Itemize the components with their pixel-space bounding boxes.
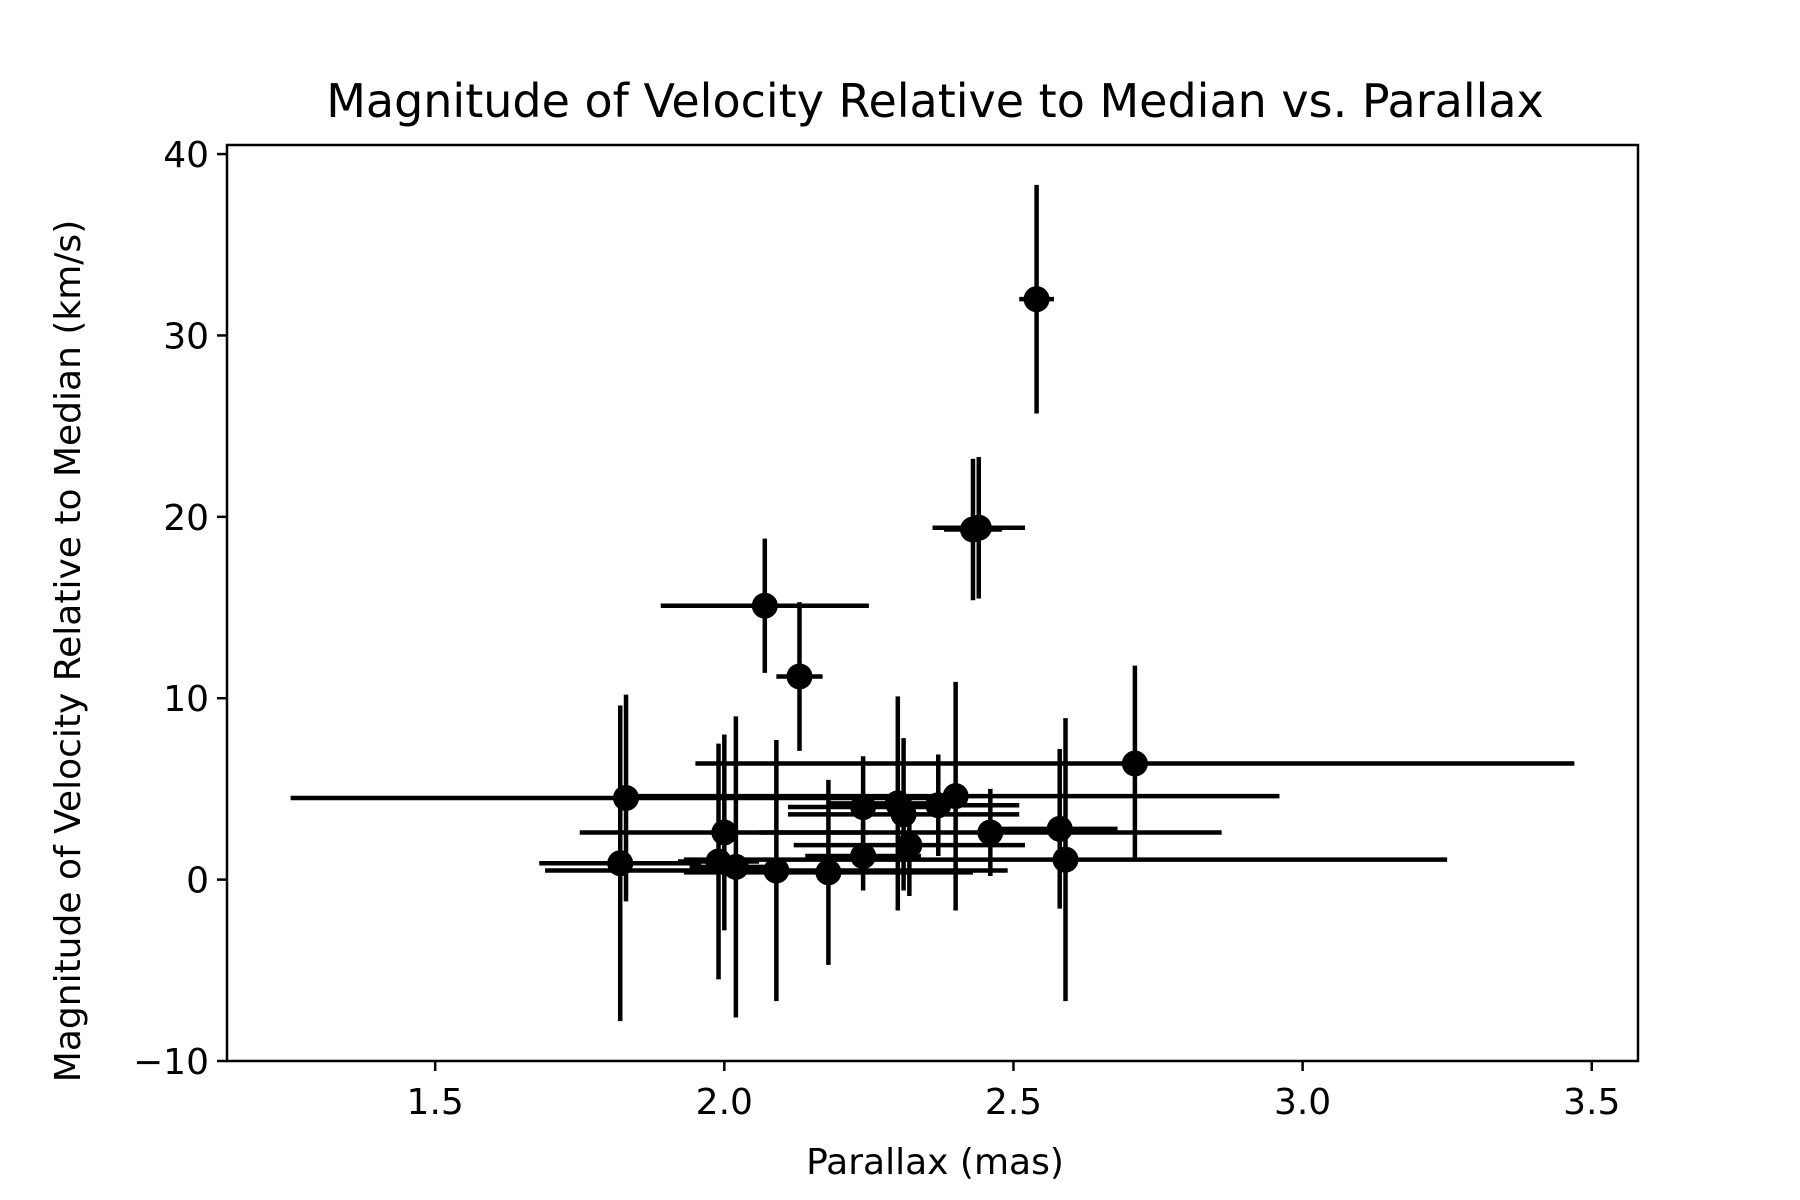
data-point	[786, 663, 813, 690]
data-point	[965, 514, 992, 541]
data-point	[890, 801, 917, 828]
x-axis-label: Parallax (mas)	[806, 1142, 1064, 1183]
data-points	[607, 286, 1148, 886]
data-point	[850, 794, 877, 821]
data-point	[896, 832, 923, 859]
data-point	[850, 843, 877, 870]
data-point	[711, 819, 738, 846]
data-point	[815, 859, 842, 886]
data-point	[1052, 846, 1079, 873]
data-point	[613, 784, 640, 811]
x-tick-label: 3.0	[1274, 1082, 1331, 1123]
y-tick-label: 30	[163, 316, 209, 357]
data-point	[1023, 286, 1050, 313]
y-tick-label: −10	[133, 1042, 209, 1083]
data-point	[1046, 815, 1073, 842]
chart-title: Magnitude of Velocity Relative to Median…	[326, 74, 1544, 128]
axis-ticks: 1.5 2.0 2.5 3.0 3.5 −10 0 10 20 30 40	[133, 135, 1620, 1123]
y-tick-label: 0	[186, 861, 209, 902]
data-point	[925, 792, 952, 819]
data-point	[977, 819, 1004, 846]
data-point	[763, 857, 790, 884]
x-tick-label: 3.5	[1563, 1082, 1620, 1123]
data-point	[722, 853, 749, 880]
y-tick-label: 10	[163, 679, 209, 720]
error-bars	[290, 184, 1575, 1022]
data-point	[751, 592, 778, 619]
y-tick-label: 20	[163, 498, 209, 539]
x-tick-label: 2.0	[696, 1082, 753, 1123]
data-point	[1121, 750, 1148, 777]
x-tick-label: 2.5	[985, 1082, 1042, 1123]
plot-frame	[225, 143, 1640, 1063]
x-tick-label: 1.5	[407, 1082, 464, 1123]
data-point	[607, 850, 634, 877]
y-axis-label: Magnitude of Velocity Relative to Median…	[48, 220, 89, 1082]
y-tick-label: 40	[163, 135, 209, 176]
